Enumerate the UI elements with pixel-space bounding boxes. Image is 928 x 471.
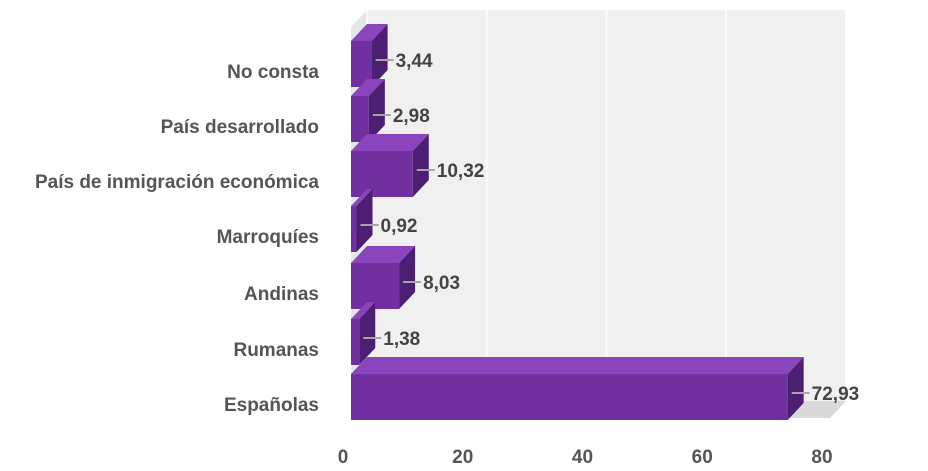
bar (351, 206, 357, 252)
bar-top-face (351, 134, 429, 151)
data-label: 1,38 (383, 329, 420, 350)
bar (351, 41, 372, 87)
data-label: 8,03 (423, 273, 460, 294)
bar-top-face (351, 189, 373, 206)
x-tick-label: 0 (338, 447, 349, 468)
bar-side-face (356, 189, 373, 252)
bar-side-face (359, 302, 376, 365)
category-label: Andinas (244, 284, 319, 305)
bar (351, 319, 360, 365)
bar-side-face (371, 24, 388, 87)
category-label: Marroquíes (217, 227, 319, 248)
bar (351, 374, 788, 420)
bar (351, 151, 413, 197)
bar (351, 263, 400, 309)
bar-top-face (351, 79, 385, 96)
bar-top-face (351, 302, 376, 319)
bar-top-face (351, 357, 804, 374)
category-label: Españolas (224, 395, 319, 416)
bar-top-face (351, 246, 416, 263)
category-label: Rumanas (233, 340, 319, 361)
data-label: 10,32 (437, 161, 485, 182)
bar-side-face (399, 246, 416, 309)
bar-top-face (351, 24, 388, 41)
data-label: 2,98 (393, 106, 430, 127)
category-label: No consta (227, 62, 319, 83)
bar-side-face (787, 357, 804, 420)
x-tick-label: 60 (692, 447, 713, 468)
data-label: 3,44 (396, 51, 433, 72)
category-label: País desarrollado (161, 117, 319, 138)
x-tick-label: 40 (572, 447, 593, 468)
data-label: 72,93 (812, 384, 860, 405)
category-label: País de inmigración económica (35, 172, 319, 193)
bar-side-face (368, 79, 385, 142)
bar (351, 96, 369, 142)
chart-bars (351, 24, 804, 420)
bar-side-face (412, 134, 429, 197)
data-label: 0,92 (381, 216, 418, 237)
x-tick-label: 20 (452, 447, 473, 468)
chart-labels: 0 20 40 60 80 3,44 No consta 2,98 País desarroll… (35, 51, 859, 468)
x-tick-label: 80 (811, 447, 832, 468)
